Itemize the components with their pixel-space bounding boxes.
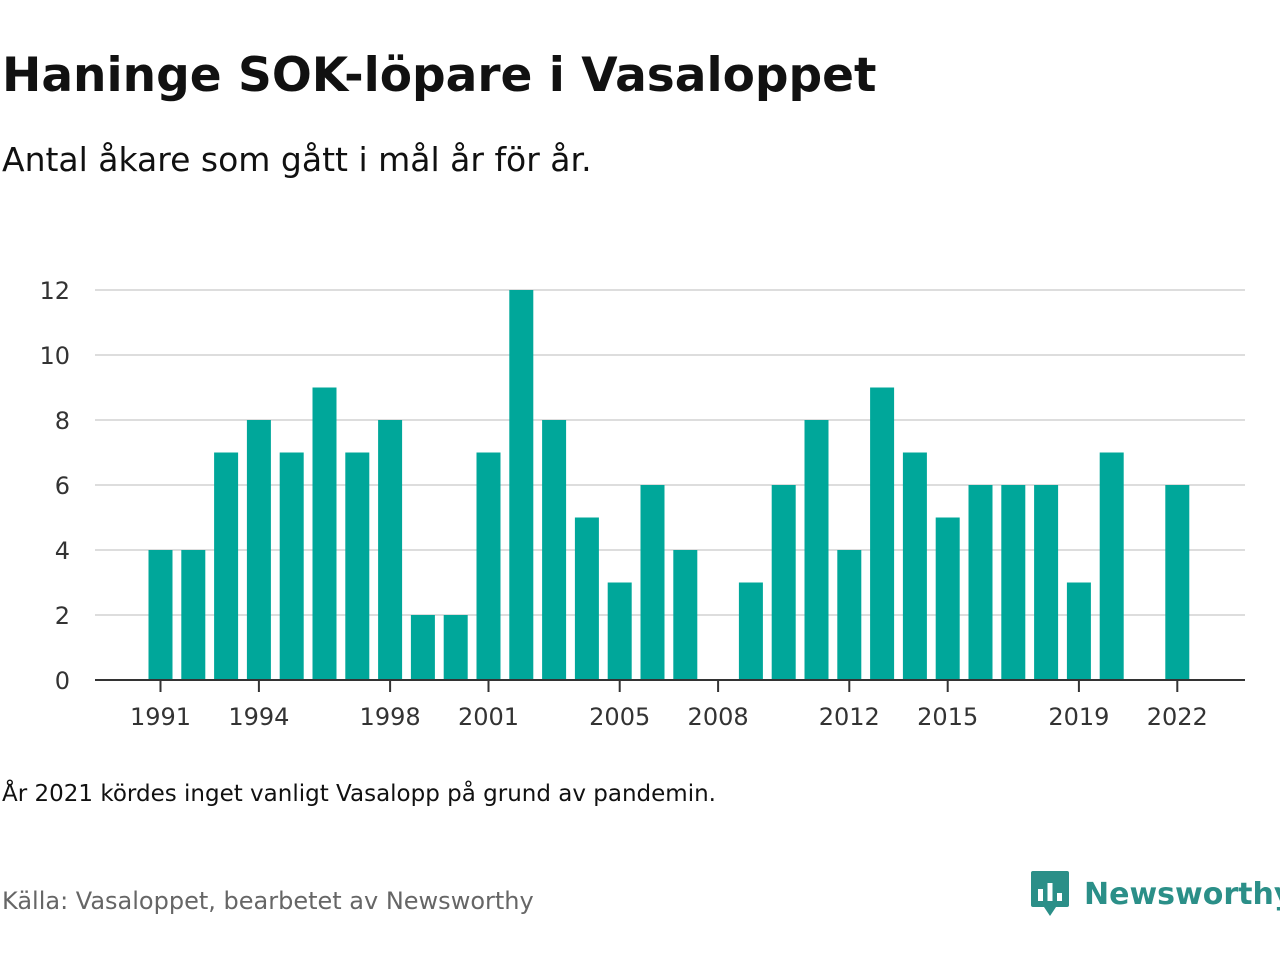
chart-subtitle: Antal åkare som gått i mål år för år. bbox=[2, 140, 592, 179]
bar-2020 bbox=[1099, 452, 1124, 680]
bar-2011 bbox=[804, 420, 829, 680]
bar-1993 bbox=[214, 452, 239, 680]
y-tick-label: 4 bbox=[55, 537, 70, 565]
bar-2017 bbox=[1001, 485, 1026, 680]
x-axis-labels: 1991 1994 1998 2001 2005 2008 2012 2015 2019 2022 bbox=[130, 703, 1208, 731]
bar-2022 bbox=[1165, 485, 1190, 680]
bar-2013 bbox=[870, 387, 895, 680]
y-tick-label: 10 bbox=[39, 342, 70, 370]
bar-1991 bbox=[148, 550, 173, 680]
bar-2004 bbox=[574, 517, 599, 680]
x-tick-label: 2001 bbox=[458, 703, 519, 731]
y-tick-label: 0 bbox=[55, 667, 70, 695]
bar-1999 bbox=[410, 615, 435, 680]
y-tick-label: 8 bbox=[55, 407, 70, 435]
bar-2016 bbox=[968, 485, 993, 680]
source-credit: Källa: Vasaloppet, bearbetet av Newswort… bbox=[2, 887, 534, 915]
x-tick-label: 2012 bbox=[819, 703, 880, 731]
bar-1998 bbox=[378, 420, 403, 680]
x-tick-label: 1998 bbox=[360, 703, 421, 731]
brand-name: Newsworthy bbox=[1084, 876, 1280, 912]
x-tick-label: 2005 bbox=[589, 703, 650, 731]
x-tick-label: 1994 bbox=[228, 703, 289, 731]
x-tick-label: 2022 bbox=[1147, 703, 1208, 731]
bar-2018 bbox=[1034, 485, 1059, 680]
bar-1994 bbox=[246, 420, 271, 680]
newsworthy-brand: Newsworthy bbox=[1030, 868, 1280, 920]
x-tick-label: 2015 bbox=[917, 703, 978, 731]
x-axis bbox=[95, 679, 1245, 692]
bar-2009 bbox=[738, 582, 763, 680]
bar-2006 bbox=[640, 485, 665, 680]
bar-2002 bbox=[509, 290, 534, 680]
bar-2007 bbox=[673, 550, 698, 680]
bar-2005 bbox=[607, 582, 632, 680]
bar-1996 bbox=[312, 387, 337, 680]
bar-2014 bbox=[902, 452, 927, 680]
x-tick-label: 1991 bbox=[130, 703, 191, 731]
bar-2003 bbox=[542, 420, 567, 680]
bars bbox=[148, 290, 1190, 680]
bar-2000 bbox=[443, 615, 468, 680]
bar-2012 bbox=[837, 550, 862, 680]
bar-1997 bbox=[345, 452, 370, 680]
x-tick-label: 2008 bbox=[688, 703, 749, 731]
newsworthy-logo-icon bbox=[1031, 871, 1069, 916]
bar-2015 bbox=[935, 517, 960, 680]
bar-1995 bbox=[279, 452, 304, 680]
y-tick-label: 12 bbox=[39, 277, 70, 305]
x-tick-label: 2019 bbox=[1048, 703, 1109, 731]
y-axis-labels: 0 2 4 6 8 10 12 bbox=[39, 277, 70, 695]
bar-2001 bbox=[476, 452, 501, 680]
y-tick-label: 6 bbox=[55, 472, 70, 500]
chart-title: Haninge SOK-löpare i Vasaloppet bbox=[2, 48, 877, 103]
y-tick-label: 2 bbox=[55, 602, 70, 630]
bar-1992 bbox=[181, 550, 206, 680]
bar-2019 bbox=[1066, 582, 1091, 680]
chart-footnote: År 2021 kördes inget vanligt Vasalopp på… bbox=[2, 781, 716, 807]
bar-chart: 0 2 4 6 8 10 12 1991 1994 1998 2001 2005 2008 2012 20… bbox=[39, 277, 1245, 731]
bar-2010 bbox=[771, 485, 796, 680]
